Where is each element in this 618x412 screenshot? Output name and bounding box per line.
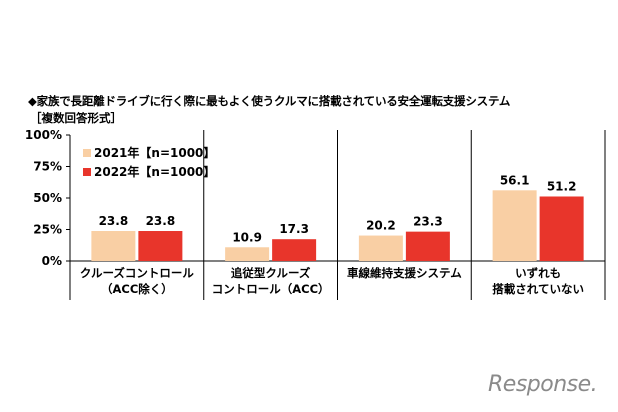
bar <box>91 231 136 261</box>
bar <box>492 190 537 261</box>
category-label: 追従型クルーズ <box>231 266 311 280</box>
category-label: いずれも <box>515 266 561 280</box>
category-label: （ACC除く） <box>101 282 173 296</box>
bar <box>272 239 317 261</box>
response-logo: Response. <box>488 372 598 397</box>
category-label: 搭載されていない <box>492 282 584 296</box>
chart-title: ◆家族で長距離ドライブに行く際に最もよく使うクルマに搭載されている安全運転支援シ… <box>28 94 511 108</box>
legend-label: 2022年【n=1000】 <box>94 164 215 179</box>
bar <box>358 235 403 261</box>
chart-subtitle: ［複数回答形式］ <box>30 111 122 125</box>
data-label: 56.1 <box>500 173 530 187</box>
data-label: 23.8 <box>146 214 176 228</box>
bar <box>138 231 183 261</box>
bar <box>539 196 584 261</box>
y-tick-label: 75% <box>33 160 62 174</box>
data-label: 23.8 <box>99 214 129 228</box>
y-tick-label: 25% <box>33 223 62 237</box>
y-tick-label: 100% <box>25 128 62 142</box>
bar <box>225 247 270 261</box>
data-label: 51.2 <box>547 179 577 193</box>
legend-label: 2021年【n=1000】 <box>94 145 215 160</box>
bar <box>405 231 450 261</box>
data-label: 23.3 <box>413 215 443 229</box>
data-label: 20.2 <box>366 219 396 233</box>
legend-swatch <box>83 168 91 176</box>
y-tick-label: 50% <box>33 191 62 205</box>
category-label: クルーズコントロール <box>80 266 195 280</box>
legend-swatch <box>83 149 91 157</box>
y-tick-label: 0% <box>42 254 62 268</box>
category-label: コントロール（ACC） <box>212 282 330 296</box>
data-label: 17.3 <box>279 222 309 236</box>
data-label: 10.9 <box>232 230 262 244</box>
category-label: 車線維持支援システム <box>347 266 462 280</box>
